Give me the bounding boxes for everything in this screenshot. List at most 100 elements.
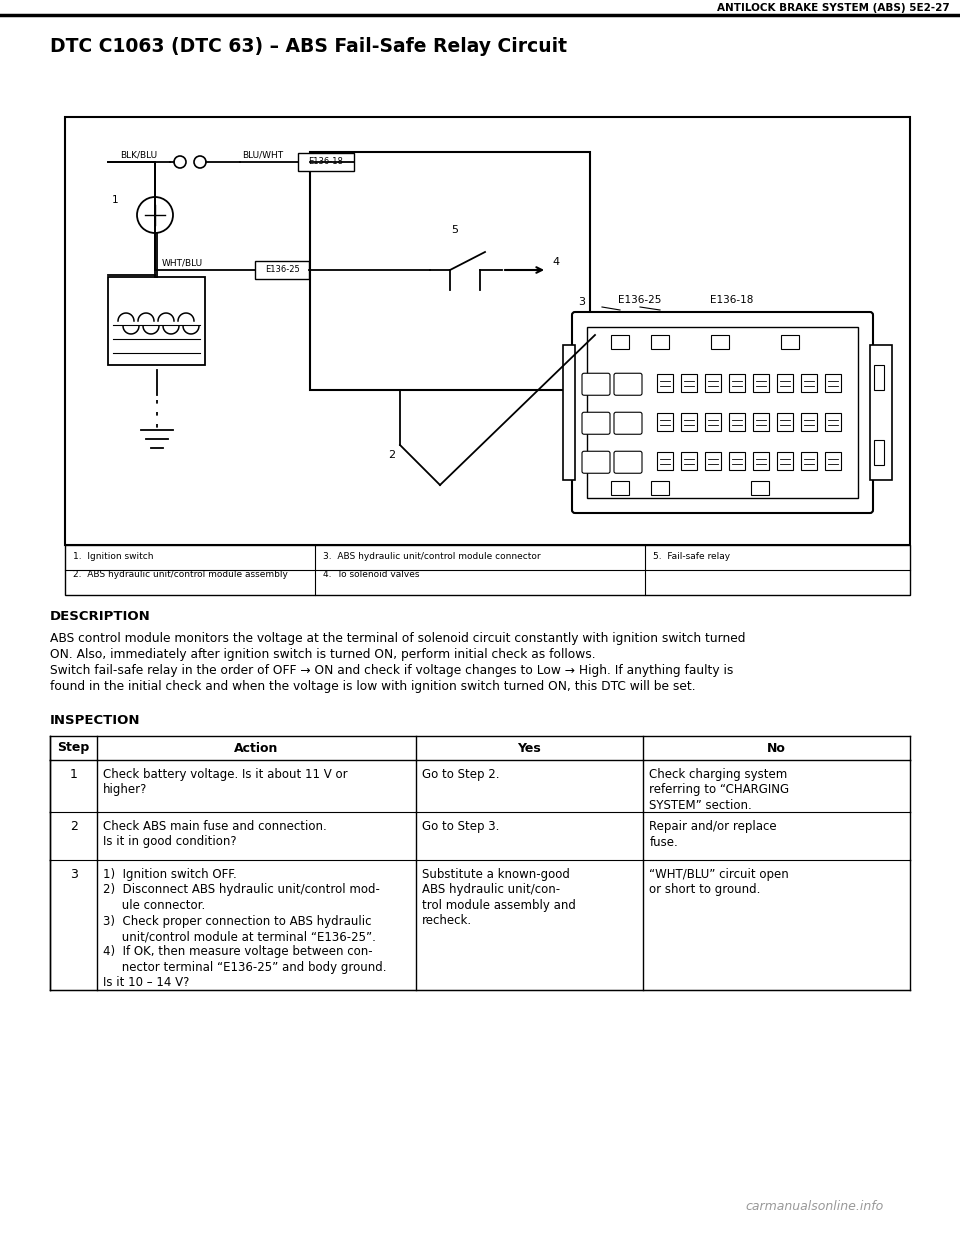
Bar — [753, 414, 769, 431]
Text: recheck.: recheck. — [421, 914, 471, 927]
Bar — [874, 440, 884, 466]
Text: 3)  Check proper connection to ABS hydraulic: 3) Check proper connection to ABS hydrau… — [104, 914, 372, 927]
Text: 3.  ABS hydraulic unit/control module connector: 3. ABS hydraulic unit/control module con… — [323, 552, 540, 561]
Bar — [705, 452, 721, 471]
Bar — [751, 480, 769, 495]
FancyBboxPatch shape — [614, 451, 642, 473]
Text: 1.  Ignition switch: 1. Ignition switch — [73, 552, 154, 561]
Bar — [65, 117, 910, 545]
Text: Go to Step 3.: Go to Step 3. — [421, 820, 499, 832]
Bar — [874, 366, 884, 390]
Text: nector terminal “E136-25” and body ground.: nector terminal “E136-25” and body groun… — [104, 961, 387, 974]
Bar — [781, 335, 799, 350]
Bar — [729, 452, 745, 471]
Text: E136-25: E136-25 — [618, 295, 661, 305]
Text: 5.  Fail-safe relay: 5. Fail-safe relay — [653, 552, 731, 561]
Bar — [825, 374, 841, 393]
Bar — [801, 414, 817, 431]
Text: 2.  ABS hydraulic unit/control module assembly: 2. ABS hydraulic unit/control module ass… — [73, 571, 288, 579]
Text: ule connector.: ule connector. — [104, 899, 205, 911]
Bar — [681, 414, 697, 431]
Text: DTC C1063 (DTC 63) – ABS Fail-Safe Relay Circuit: DTC C1063 (DTC 63) – ABS Fail-Safe Relay… — [50, 37, 567, 56]
Bar — [657, 414, 673, 431]
Text: ABS hydraulic unit/con-: ABS hydraulic unit/con- — [421, 883, 560, 897]
Bar — [870, 345, 892, 480]
Text: referring to “CHARGING: referring to “CHARGING — [649, 783, 789, 797]
Text: 1: 1 — [70, 768, 78, 781]
Text: Switch fail-safe relay in the order of OFF → ON and check if voltage changes to : Switch fail-safe relay in the order of O… — [50, 664, 733, 677]
Text: 4: 4 — [552, 257, 559, 267]
Text: Step: Step — [58, 741, 90, 755]
Text: WHT/BLU: WHT/BLU — [162, 258, 204, 267]
Bar — [651, 480, 669, 495]
Text: 3: 3 — [70, 868, 78, 881]
Text: or short to ground.: or short to ground. — [649, 883, 760, 897]
Bar — [801, 374, 817, 393]
Text: 2: 2 — [388, 450, 395, 459]
Text: ON. Also, immediately after ignition switch is turned ON, perform initial check : ON. Also, immediately after ignition swi… — [50, 648, 595, 661]
Bar — [587, 327, 858, 498]
Text: unit/control module at terminal “E136-25”.: unit/control module at terminal “E136-25… — [104, 930, 376, 944]
FancyBboxPatch shape — [614, 412, 642, 435]
Bar — [825, 452, 841, 471]
Bar — [657, 452, 673, 471]
Text: Yes: Yes — [517, 741, 541, 755]
Bar — [681, 452, 697, 471]
Bar — [711, 335, 729, 350]
Bar — [777, 452, 793, 471]
Bar — [705, 374, 721, 393]
Bar — [825, 414, 841, 431]
Bar — [657, 374, 673, 393]
Text: DESCRIPTION: DESCRIPTION — [50, 610, 151, 622]
Text: ANTILOCK BRAKE SYSTEM (ABS) 5E2-27: ANTILOCK BRAKE SYSTEM (ABS) 5E2-27 — [717, 2, 950, 14]
Text: 4)  If OK, then measure voltage between con-: 4) If OK, then measure voltage between c… — [104, 946, 372, 958]
FancyBboxPatch shape — [582, 412, 610, 435]
Text: 2: 2 — [70, 820, 78, 832]
Text: ABS control module monitors the voltage at the terminal of solenoid circuit cons: ABS control module monitors the voltage … — [50, 632, 746, 645]
Text: E136-25: E136-25 — [265, 266, 300, 274]
FancyBboxPatch shape — [572, 312, 873, 513]
Text: 2)  Disconnect ABS hydraulic unit/control mod-: 2) Disconnect ABS hydraulic unit/control… — [104, 883, 380, 897]
Text: E136-18: E136-18 — [710, 295, 754, 305]
Text: BLU/WHT: BLU/WHT — [242, 149, 283, 159]
Bar — [753, 452, 769, 471]
Bar — [298, 153, 354, 170]
Text: higher?: higher? — [104, 783, 148, 797]
Text: Is it 10 – 14 V?: Is it 10 – 14 V? — [104, 977, 190, 989]
Text: Check ABS main fuse and connection.: Check ABS main fuse and connection. — [104, 820, 327, 832]
Text: No: No — [767, 741, 786, 755]
Text: Go to Step 2.: Go to Step 2. — [421, 768, 499, 781]
Text: 1: 1 — [112, 195, 119, 205]
Text: Substitute a known-good: Substitute a known-good — [421, 868, 569, 881]
Bar — [705, 414, 721, 431]
Text: Check charging system: Check charging system — [649, 768, 787, 781]
Bar — [729, 374, 745, 393]
Text: carmanualsonline.info: carmanualsonline.info — [745, 1200, 883, 1213]
Bar — [777, 374, 793, 393]
Text: INSPECTION: INSPECTION — [50, 714, 140, 727]
Bar — [611, 480, 629, 495]
Text: E136-18: E136-18 — [308, 158, 344, 167]
Bar — [651, 335, 669, 350]
Text: 4.  To solenoid valves: 4. To solenoid valves — [323, 571, 420, 579]
Bar — [753, 374, 769, 393]
Bar — [310, 152, 590, 390]
Text: fuse.: fuse. — [649, 836, 678, 848]
Bar — [255, 261, 309, 279]
Text: Repair and/or replace: Repair and/or replace — [649, 820, 777, 832]
FancyBboxPatch shape — [582, 373, 610, 395]
Text: 3: 3 — [578, 296, 585, 308]
Text: Is it in good condition?: Is it in good condition? — [104, 836, 237, 848]
Bar — [777, 414, 793, 431]
Bar — [729, 414, 745, 431]
Text: 1)  Ignition switch OFF.: 1) Ignition switch OFF. — [104, 868, 237, 881]
Text: Check battery voltage. Is it about 11 V or: Check battery voltage. Is it about 11 V … — [104, 768, 348, 781]
Text: Action: Action — [234, 741, 278, 755]
Bar — [563, 345, 575, 480]
Text: BLK/BLU: BLK/BLU — [120, 149, 157, 159]
Bar — [108, 277, 205, 366]
Text: SYSTEM” section.: SYSTEM” section. — [649, 799, 752, 811]
Text: trol module assembly and: trol module assembly and — [421, 899, 575, 911]
Text: found in the initial check and when the voltage is low with ignition switch turn: found in the initial check and when the … — [50, 680, 696, 693]
Text: “WHT/BLU” circuit open: “WHT/BLU” circuit open — [649, 868, 789, 881]
